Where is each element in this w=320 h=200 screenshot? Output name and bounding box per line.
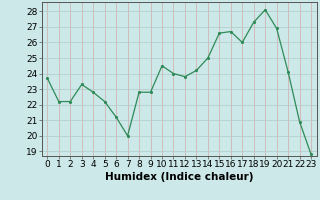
X-axis label: Humidex (Indice chaleur): Humidex (Indice chaleur) [105,172,253,182]
